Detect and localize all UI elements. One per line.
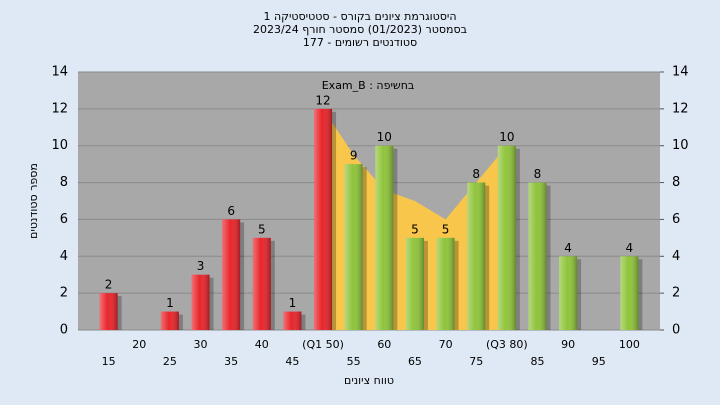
y-tick-label: 10 — [51, 138, 68, 153]
data-label: 4 — [564, 241, 572, 255]
chart-title: היסטוגרמת ציונים בקורס - סטטיסטיקה 1 — [263, 10, 456, 23]
y2-tick-label: 2 — [672, 286, 680, 301]
bar-highlight — [99, 293, 118, 330]
y2-tick-label: 14 — [672, 65, 689, 80]
bar-highlight — [559, 256, 578, 330]
annotation: Exam_B : בחשיפה — [322, 79, 415, 92]
y-tick-label: 4 — [60, 249, 68, 264]
data-label: 2 — [105, 278, 113, 292]
x-tick-label: (Q1 50) — [302, 338, 344, 351]
x-tick-label: 55 — [347, 355, 361, 368]
data-label: 6 — [227, 204, 235, 218]
x-tick-label: 100 — [619, 338, 640, 351]
bar-highlight — [497, 145, 516, 330]
data-label: 4 — [626, 241, 634, 255]
bar-highlight — [160, 311, 179, 330]
y-tick-label: 0 — [60, 323, 68, 338]
bar-highlight — [620, 256, 639, 330]
y2-tick-label: 6 — [672, 212, 680, 227]
x-tick-label: 45 — [285, 355, 299, 368]
bar-highlight — [467, 182, 486, 330]
x-tick-label: 25 — [163, 355, 177, 368]
x-tick-label: 15 — [102, 355, 116, 368]
y-tick-label: 14 — [51, 65, 68, 80]
data-label: 3 — [197, 259, 205, 273]
bar-highlight — [252, 237, 271, 330]
data-label: 9 — [350, 149, 358, 163]
data-label: 8 — [534, 167, 542, 181]
y-tick-label: 12 — [51, 101, 68, 116]
x-tick-label: 95 — [592, 355, 606, 368]
x-tick-label: 30 — [194, 338, 208, 351]
data-label: 1 — [166, 296, 174, 310]
bar-highlight — [283, 311, 302, 330]
bar-highlight — [222, 219, 241, 330]
x-tick-label: (Q3 80) — [486, 338, 528, 351]
bar-highlight — [405, 237, 424, 330]
x-axis-label: טווח ציונים — [344, 374, 394, 387]
bar-highlight — [528, 182, 547, 330]
y-axis-label: מספר סטודנטים — [27, 163, 40, 239]
x-tick-label: 20 — [132, 338, 146, 351]
bar-highlight — [314, 108, 333, 330]
area — [323, 108, 507, 330]
y2-tick-label: 0 — [672, 323, 680, 338]
bar-highlight — [375, 145, 394, 330]
chart-subtitle: סטודנטים רשומים - 177 — [303, 36, 417, 49]
y2-tick-label: 10 — [672, 138, 689, 153]
x-tick-label: 70 — [439, 338, 453, 351]
x-tick-label: 35 — [224, 355, 238, 368]
data-label: 5 — [442, 222, 450, 236]
x-tick-label: 60 — [377, 338, 391, 351]
x-tick-label: 65 — [408, 355, 422, 368]
y-tick-label: 8 — [60, 175, 68, 190]
data-label: 8 — [472, 167, 480, 181]
data-label: 1 — [289, 296, 297, 310]
data-label: 5 — [258, 222, 266, 236]
data-label: 10 — [377, 130, 392, 144]
x-tick-label: 85 — [530, 355, 544, 368]
y2-tick-label: 12 — [672, 101, 689, 116]
data-label: 5 — [411, 222, 419, 236]
y2-tick-label: 8 — [672, 175, 680, 190]
bar-highlight — [344, 164, 363, 330]
bar-highlight — [191, 274, 210, 330]
y2-tick-label: 4 — [672, 249, 680, 264]
x-tick-label: 90 — [561, 338, 575, 351]
x-tick-label: 40 — [255, 338, 269, 351]
data-label: 10 — [499, 130, 514, 144]
data-label: 12 — [315, 93, 330, 107]
y-tick-label: 6 — [60, 212, 68, 227]
y-tick-label: 2 — [60, 286, 68, 301]
bar-highlight — [436, 237, 455, 330]
chart-subtitle: בסמסטר (01/2023) סמסטר חורף 2023/24 — [253, 23, 467, 36]
x-tick-label: 75 — [469, 355, 483, 368]
